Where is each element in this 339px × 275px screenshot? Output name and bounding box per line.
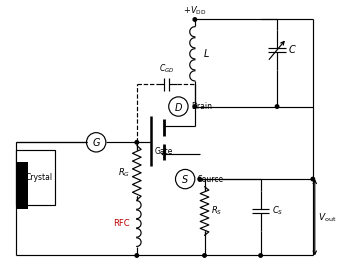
Text: Gate: Gate [154,147,173,156]
Text: $+V_{\rm DD}$: $+V_{\rm DD}$ [183,4,206,16]
Text: $G$: $G$ [92,136,101,148]
Text: $S$: $S$ [181,173,189,185]
Text: Source: Source [198,175,224,184]
Text: $D$: $D$ [174,101,183,112]
Circle shape [311,177,315,181]
Text: Drain: Drain [191,102,212,111]
Circle shape [259,254,262,257]
Text: RFC: RFC [114,219,130,228]
Circle shape [193,18,197,21]
Text: $L$: $L$ [203,47,210,59]
Bar [16,162,27,209]
Text: $R_S$: $R_S$ [211,205,223,217]
Bar [16,150,55,205]
Text: $V_{\rm out}$: $V_{\rm out}$ [318,211,336,224]
Text: $R_G$: $R_G$ [118,167,130,179]
Text: $C$: $C$ [288,43,297,56]
Text: $C_S$: $C_S$ [272,205,284,217]
Circle shape [135,141,139,144]
Circle shape [193,105,197,108]
Circle shape [203,254,206,257]
Text: $C_{GD}$: $C_{GD}$ [159,62,175,75]
Text: Crystal: Crystal [25,173,53,182]
Circle shape [275,105,279,108]
Circle shape [198,177,201,181]
Circle shape [135,254,139,257]
